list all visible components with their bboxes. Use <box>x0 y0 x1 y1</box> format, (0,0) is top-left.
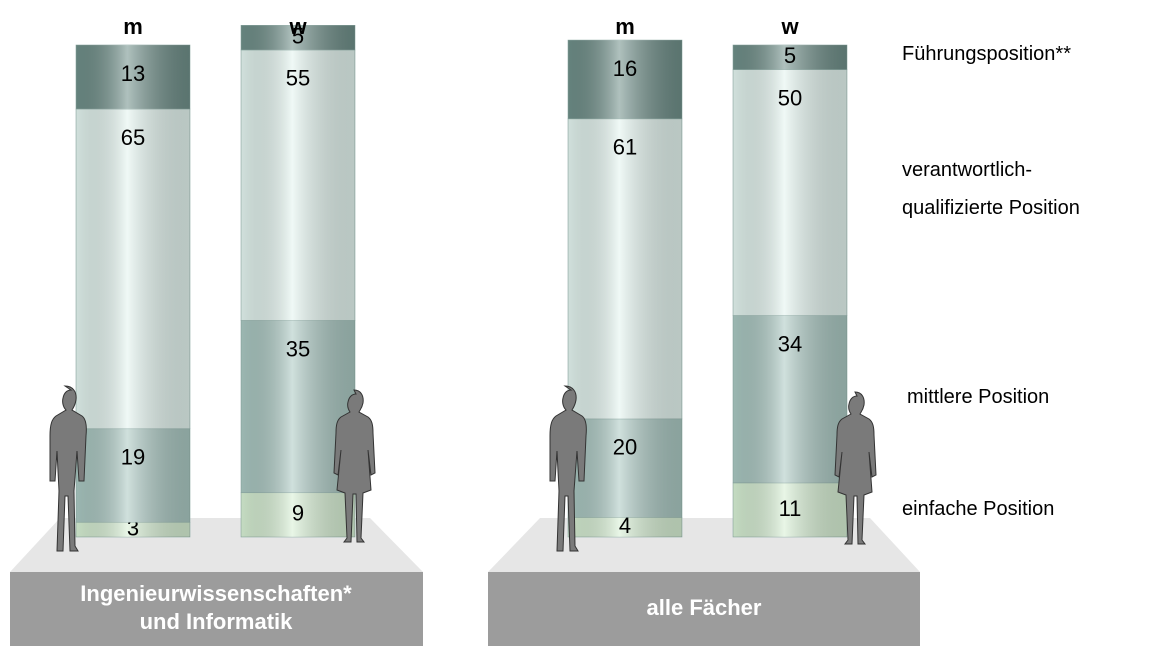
segment-shine <box>568 119 682 419</box>
value-label: 11 <box>779 496 802 521</box>
value-label: 9 <box>292 501 304 526</box>
value-label: 61 <box>613 135 637 160</box>
chart: 319651393555542061161134505 mwmweinfache… <box>0 0 1168 646</box>
value-label: 65 <box>121 125 145 150</box>
value-label: 55 <box>286 66 310 91</box>
group-label: alle Fächer <box>647 595 762 620</box>
segment-shine <box>76 429 190 522</box>
legend-label: einfache Position <box>902 498 1054 520</box>
category-label: m <box>615 14 635 39</box>
value-label: 13 <box>121 61 145 86</box>
legend-label: verantwortlich-qualifizierte Position <box>902 159 1080 219</box>
category-label: w <box>780 14 799 39</box>
category-label: w <box>288 14 307 39</box>
value-label: 35 <box>286 336 310 361</box>
page: 319651393555542061161134505 mwmweinfache… <box>0 0 1168 646</box>
value-label: 5 <box>784 43 796 68</box>
value-label: 16 <box>613 56 637 81</box>
legend-label: mittlere Position <box>907 386 1049 408</box>
value-label: 19 <box>121 445 145 470</box>
value-label: 34 <box>778 331 802 356</box>
segment-shine <box>76 109 190 429</box>
value-label: 50 <box>778 85 802 110</box>
value-label: 20 <box>613 435 637 460</box>
category-label: m <box>123 14 143 39</box>
legend-label: Führungsposition** <box>902 43 1071 65</box>
